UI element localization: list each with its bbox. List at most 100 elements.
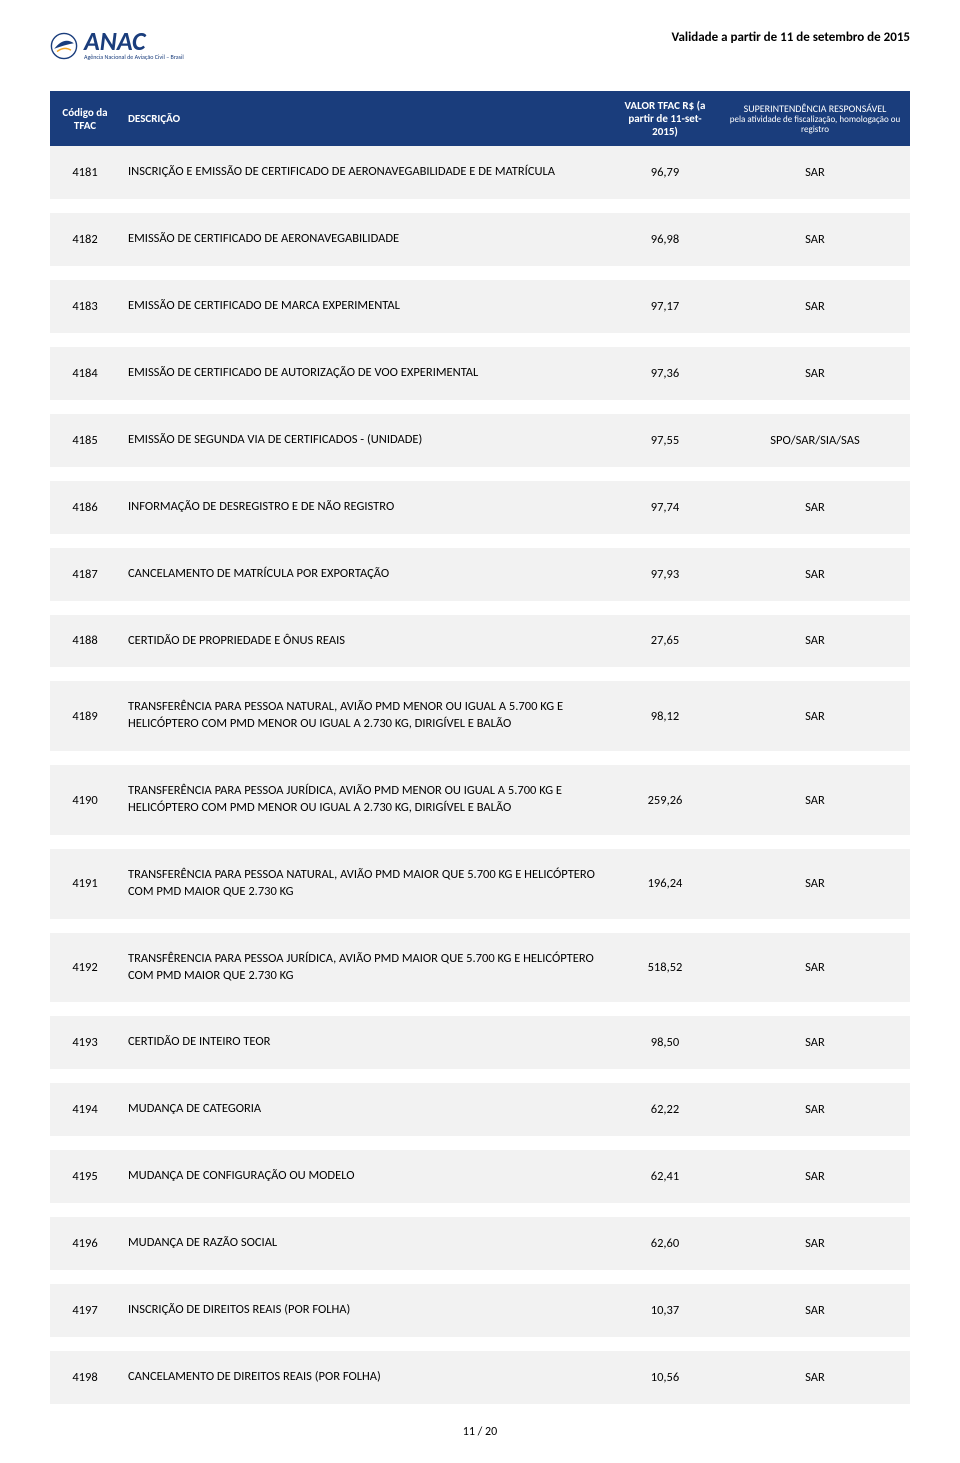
table-row: 4187CANCELAMENTO DE MATRÍCULA POR EXPORT… bbox=[50, 548, 910, 601]
row-spacer bbox=[50, 1136, 910, 1150]
page-footer: 11 / 20 bbox=[0, 1425, 960, 1439]
row-spacer bbox=[50, 1069, 910, 1083]
cell-val: 97,36 bbox=[610, 347, 720, 400]
col-header-desc: DESCRIÇÃO bbox=[120, 91, 610, 146]
row-spacer bbox=[50, 1203, 910, 1217]
table-row: 4181INSCRIÇÃO E EMISSÃO DE CERTIFICADO D… bbox=[50, 146, 910, 199]
cell-sup: SAR bbox=[720, 548, 910, 601]
logo-text: ANAC Agência Nacional de Aviação Civil –… bbox=[84, 30, 184, 61]
logo-sub: Agência Nacional de Aviação Civil – Bras… bbox=[84, 53, 184, 61]
cell-sup: SAR bbox=[720, 849, 910, 919]
cell-sup: SAR bbox=[720, 280, 910, 333]
table-row: 4191TRANSFERÊNCIA PARA PESSOA NATURAL, A… bbox=[50, 849, 910, 919]
table-row: 4196MUDANÇA DE RAZÃO SOCIAL62,60SAR bbox=[50, 1217, 910, 1270]
cell-desc: EMISSÃO DE CERTIFICADO DE AERONAVEGABILI… bbox=[120, 213, 610, 266]
cell-desc: TRANSFERÊNCIA PARA PESSOA NATURAL, AVIÃO… bbox=[120, 681, 610, 751]
cell-val: 62,22 bbox=[610, 1083, 720, 1136]
cell-code: 4194 bbox=[50, 1083, 120, 1136]
cell-desc: CANCELAMENTO DE MATRÍCULA POR EXPORTAÇÃO bbox=[120, 548, 610, 601]
col-header-val: VALOR TFAC R$ (a partir de 11-set-2015) bbox=[610, 91, 720, 146]
cell-desc: EMISSÃO DE CERTIFICADO DE AUTORIZAÇÃO DE… bbox=[120, 347, 610, 400]
cell-code: 4191 bbox=[50, 849, 120, 919]
row-spacer bbox=[50, 919, 910, 933]
table-row: 4184EMISSÃO DE CERTIFICADO DE AUTORIZAÇÃ… bbox=[50, 347, 910, 400]
table-row: 4183EMISSÃO DE CERTIFICADO DE MARCA EXPE… bbox=[50, 280, 910, 333]
cell-desc: MUDANÇA DE RAZÃO SOCIAL bbox=[120, 1217, 610, 1270]
cell-code: 4189 bbox=[50, 681, 120, 751]
cell-sup: SAR bbox=[720, 765, 910, 835]
cell-sup: SAR bbox=[720, 146, 910, 199]
cell-val: 96,98 bbox=[610, 213, 720, 266]
cell-val: 518,52 bbox=[610, 933, 720, 1003]
row-spacer bbox=[50, 1337, 910, 1351]
cell-sup: SAR bbox=[720, 615, 910, 668]
cell-desc: INFORMAÇÃO DE DESREGISTRO E DE NÃO REGIS… bbox=[120, 481, 610, 534]
cell-desc: MUDANÇA DE CONFIGURAÇÃO OU MODELO bbox=[120, 1150, 610, 1203]
cell-desc: TRANSFÊRENCIA PARA PESSOA JURÍDICA, AVIÃ… bbox=[120, 933, 610, 1003]
table-row: 4185EMISSÃO DE SEGUNDA VIA DE CERTIFICAD… bbox=[50, 414, 910, 467]
table-body: 4181INSCRIÇÃO E EMISSÃO DE CERTIFICADO D… bbox=[50, 146, 910, 1403]
row-spacer bbox=[50, 467, 910, 481]
table-row: 4186INFORMAÇÃO DE DESREGISTRO E DE NÃO R… bbox=[50, 481, 910, 534]
tfac-table: Código da TFAC DESCRIÇÃO VALOR TFAC R$ (… bbox=[50, 91, 910, 1403]
cell-sup: SPO/SAR/SIA/SAS bbox=[720, 414, 910, 467]
cell-code: 4198 bbox=[50, 1351, 120, 1404]
cell-sup: SAR bbox=[720, 933, 910, 1003]
cell-val: 97,74 bbox=[610, 481, 720, 534]
cell-code: 4195 bbox=[50, 1150, 120, 1203]
table-row: 4189TRANSFERÊNCIA PARA PESSOA NATURAL, A… bbox=[50, 681, 910, 751]
cell-desc: EMISSÃO DE CERTIFICADO DE MARCA EXPERIME… bbox=[120, 280, 610, 333]
row-spacer bbox=[50, 1002, 910, 1016]
page-number: 11 / 20 bbox=[463, 1425, 497, 1439]
table-row: 4182EMISSÃO DE CERTIFICADO DE AERONAVEGA… bbox=[50, 213, 910, 266]
cell-desc: INSCRIÇÃO DE DIREITOS REAIS (POR FOLHA) bbox=[120, 1284, 610, 1337]
cell-val: 98,12 bbox=[610, 681, 720, 751]
validity-text: Validade a partir de 11 de setembro de 2… bbox=[672, 30, 911, 45]
cell-val: 27,65 bbox=[610, 615, 720, 668]
cell-val: 97,55 bbox=[610, 414, 720, 467]
cell-code: 4183 bbox=[50, 280, 120, 333]
cell-sup: SAR bbox=[720, 1150, 910, 1203]
cell-code: 4181 bbox=[50, 146, 120, 199]
row-spacer bbox=[50, 601, 910, 615]
cell-code: 4187 bbox=[50, 548, 120, 601]
cell-code: 4192 bbox=[50, 933, 120, 1003]
cell-val: 97,93 bbox=[610, 548, 720, 601]
cell-val: 98,50 bbox=[610, 1016, 720, 1069]
row-spacer bbox=[50, 199, 910, 213]
cell-desc: INSCRIÇÃO E EMISSÃO DE CERTIFICADO DE AE… bbox=[120, 146, 610, 199]
cell-sup: SAR bbox=[720, 1083, 910, 1136]
table-row: 4188CERTIDÃO DE PROPRIEDADE E ÔNUS REAIS… bbox=[50, 615, 910, 668]
table-row: 4195MUDANÇA DE CONFIGURAÇÃO OU MODELO62,… bbox=[50, 1150, 910, 1203]
cell-code: 4186 bbox=[50, 481, 120, 534]
cell-code: 4184 bbox=[50, 347, 120, 400]
cell-desc: TRANSFERÊNCIA PARA PESSOA NATURAL, AVIÃO… bbox=[120, 849, 610, 919]
cell-desc: EMISSÃO DE SEGUNDA VIA DE CERTIFICADOS -… bbox=[120, 414, 610, 467]
col-header-code: Código da TFAC bbox=[50, 91, 120, 146]
cell-sup: SAR bbox=[720, 681, 910, 751]
row-spacer bbox=[50, 751, 910, 765]
cell-val: 62,41 bbox=[610, 1150, 720, 1203]
cell-val: 10,37 bbox=[610, 1284, 720, 1337]
cell-desc: MUDANÇA DE CATEGORIA bbox=[120, 1083, 610, 1136]
row-spacer bbox=[50, 835, 910, 849]
anac-logo-icon bbox=[50, 32, 78, 60]
cell-sup: SAR bbox=[720, 1284, 910, 1337]
cell-sup: SAR bbox=[720, 213, 910, 266]
cell-sup: SAR bbox=[720, 481, 910, 534]
row-spacer bbox=[50, 400, 910, 414]
table-row: 4198CANCELAMENTO DE DIREITOS REAIS (POR … bbox=[50, 1351, 910, 1404]
cell-desc: CERTIDÃO DE PROPRIEDADE E ÔNUS REAIS bbox=[120, 615, 610, 668]
cell-code: 4185 bbox=[50, 414, 120, 467]
cell-sup: SAR bbox=[720, 1016, 910, 1069]
table-row: 4194MUDANÇA DE CATEGORIA62,22SAR bbox=[50, 1083, 910, 1136]
page-header: ANAC Agência Nacional de Aviação Civil –… bbox=[50, 30, 910, 61]
cell-val: 62,60 bbox=[610, 1217, 720, 1270]
col-header-sup: SUPERINTENDÊNCIA RESPONSÁVEL pela ativid… bbox=[720, 91, 910, 146]
cell-val: 259,26 bbox=[610, 765, 720, 835]
table-header: Código da TFAC DESCRIÇÃO VALOR TFAC R$ (… bbox=[50, 91, 910, 146]
cell-desc: TRANSFERÊNCIA PARA PESSOA JURÍDICA, AVIÃ… bbox=[120, 765, 610, 835]
page: ANAC Agência Nacional de Aviação Civil –… bbox=[0, 0, 960, 1463]
cell-code: 4182 bbox=[50, 213, 120, 266]
cell-code: 4188 bbox=[50, 615, 120, 668]
